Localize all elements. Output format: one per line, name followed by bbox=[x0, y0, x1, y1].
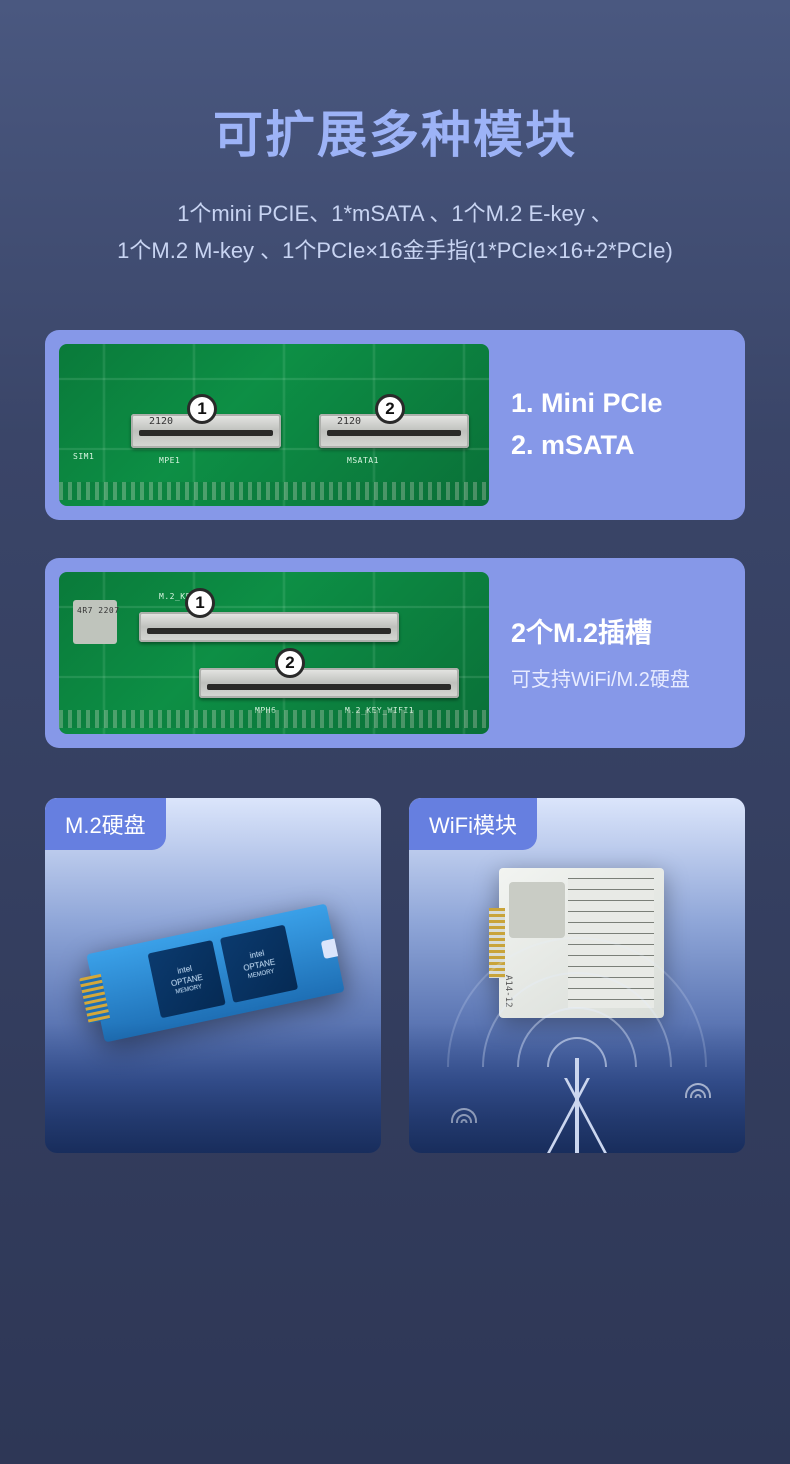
subtitle-line-2: 1个M.2 M-key 、1个PCIe×16金手指(1*PCIe×16+2*PC… bbox=[117, 238, 673, 263]
ssd-notch bbox=[321, 938, 338, 959]
card-m2-slots: 1 2 4R7 2207 M.2_KEY1 MPH6 M.2_KEY_WIFI1… bbox=[45, 558, 745, 748]
marker-4: 2 bbox=[275, 648, 305, 678]
slot1-chipcode: 2120 bbox=[149, 416, 173, 427]
card1-line2: 2. mSATA bbox=[511, 425, 731, 467]
marker-2: 2 bbox=[375, 394, 405, 424]
card-minipcie-msata: 2120 2120 1 2 MPE1 MSATA1 SIM1 1. Mini P… bbox=[45, 330, 745, 520]
slot-m2-key-2 bbox=[199, 668, 459, 698]
silk-component: 4R7 2207 bbox=[77, 606, 120, 615]
card2-subtitle: 可支持WiFi/M.2硬盘 bbox=[511, 663, 731, 692]
chip1-brand: intel bbox=[177, 964, 193, 976]
ssd-board: intel OPTANE MEMORY intel OPTANE MEMORY bbox=[86, 903, 344, 1042]
wifi-icon-right bbox=[683, 1076, 713, 1098]
bottom-row: M.2硬盘 intel OPTANE MEMORY intel OPTANE M… bbox=[45, 798, 745, 1153]
ssd-graphic: intel OPTANE MEMORY intel OPTANE MEMORY bbox=[86, 903, 344, 1042]
wifi-pins bbox=[489, 908, 505, 978]
card2-title: 2个M.2插槽 bbox=[511, 613, 731, 655]
silk-sim: SIM1 bbox=[73, 452, 94, 461]
tile2-label: WiFi模块 bbox=[409, 798, 537, 850]
wifi-card-graphic: A14-12 bbox=[499, 868, 664, 1018]
tile1-label: M.2硬盘 bbox=[45, 798, 166, 850]
silk-mph: MPH6 bbox=[255, 706, 276, 715]
marker-3: 1 bbox=[185, 588, 215, 618]
pcb-image-1: 2120 2120 1 2 MPE1 MSATA1 SIM1 bbox=[59, 344, 489, 506]
card2-text: 2个M.2插槽 可支持WiFi/M.2硬盘 bbox=[511, 613, 731, 692]
chip2-brand: intel bbox=[249, 948, 265, 960]
slot2-chipcode: 2120 bbox=[337, 416, 361, 427]
pcb-image-2: 1 2 4R7 2207 M.2_KEY1 MPH6 M.2_KEY_WIFI1 bbox=[59, 572, 489, 734]
wifi-side-text: A14-12 bbox=[503, 975, 513, 1008]
tile-wifi-module: WiFi模块 A14-12 bbox=[409, 798, 745, 1153]
page-subtitle: 1个mini PCIE、1*mSATA 、1个M.2 E-key 、 1个M.2… bbox=[45, 195, 745, 270]
subtitle-line-1: 1个mini PCIE、1*mSATA 、1个M.2 E-key 、 bbox=[177, 201, 613, 226]
wifi-icon-left bbox=[449, 1101, 479, 1123]
silk-mpe: MPE1 bbox=[159, 456, 180, 465]
slot-m2-key-1 bbox=[139, 612, 399, 642]
silk-msata: MSATA1 bbox=[347, 456, 379, 465]
card1-line1: 1. Mini PCIe bbox=[511, 383, 731, 425]
ssd-pins bbox=[79, 974, 110, 1024]
silk-m2wifi: M.2_KEY_WIFI1 bbox=[345, 706, 414, 715]
ssd-chip-2: intel OPTANE MEMORY bbox=[220, 924, 298, 1002]
wifi-shield bbox=[509, 882, 565, 938]
page-container: 可扩展多种模块 1个mini PCIE、1*mSATA 、1个M.2 E-key… bbox=[0, 0, 790, 1153]
card1-text: 1. Mini PCIe 2. mSATA bbox=[511, 383, 731, 467]
signal-tower-icon bbox=[575, 1058, 579, 1153]
marker-1: 1 bbox=[187, 394, 217, 424]
page-title: 可扩展多种模块 bbox=[45, 0, 745, 167]
ssd-chip-1: intel OPTANE MEMORY bbox=[148, 940, 226, 1018]
tile-m2-ssd: M.2硬盘 intel OPTANE MEMORY intel OPTANE M… bbox=[45, 798, 381, 1153]
